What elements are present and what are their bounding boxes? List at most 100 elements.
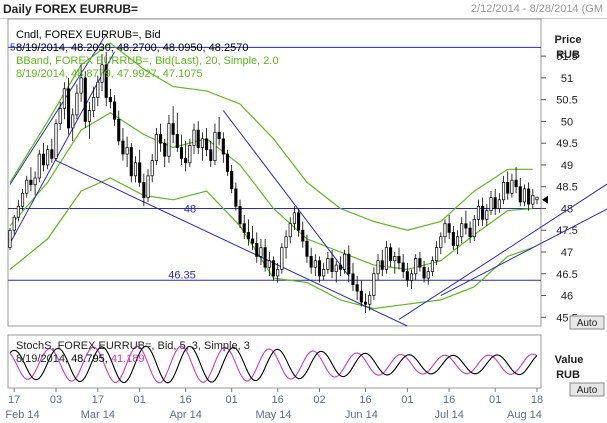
candle-body — [384, 247, 388, 270]
candle-body — [518, 186, 522, 203]
x-month-label: Apr 14 — [169, 409, 201, 421]
candle-body — [485, 210, 489, 220]
candle-body — [372, 273, 376, 296]
candle-body — [464, 223, 468, 229]
candle-body — [92, 97, 96, 111]
price-tick-label: 46 — [561, 291, 573, 303]
stoch-legend-line: 8/19/2014, 48.795, 41.189 — [16, 353, 144, 365]
candle-body — [489, 197, 493, 211]
trendline-4 — [398, 183, 607, 320]
candle-body — [405, 271, 409, 281]
candle-body — [401, 262, 405, 272]
candle-body — [284, 236, 288, 248]
candle-body — [234, 188, 238, 207]
stoch-axis-title: Value — [555, 354, 584, 366]
candle-body — [292, 212, 296, 225]
candle-body — [125, 147, 129, 155]
candle-body — [271, 260, 276, 277]
candle-body — [397, 256, 401, 264]
candle-body — [221, 138, 225, 155]
x-tick-label: 16 — [443, 394, 455, 406]
price-panel-frame — [7, 18, 542, 327]
price-legend-line: 8/19/2014, 48.2030, 48.2700, 48.0950, 48… — [16, 42, 248, 54]
horizontal-line-label: 5 — [10, 42, 16, 53]
candle-body — [514, 179, 518, 188]
candle-body — [527, 188, 531, 205]
candle-body — [359, 290, 363, 303]
candle-body — [522, 188, 527, 203]
candle-body — [443, 223, 447, 238]
price-legend-line: 8/19/2014, 48.8779, 47.9927, 47.1075 — [16, 68, 203, 80]
candle-body — [368, 295, 372, 305]
price-tick-label: 47.5 — [556, 225, 577, 237]
trendline-5 — [440, 208, 607, 296]
price-auto-button[interactable] — [569, 315, 605, 330]
candle-body — [108, 97, 112, 103]
candle-body — [25, 179, 29, 194]
candle-body — [497, 199, 501, 209]
candle-body — [200, 138, 204, 148]
candle-body — [535, 196, 539, 201]
candle-body — [225, 153, 230, 172]
candle-body — [309, 256, 313, 268]
candle-body — [33, 177, 37, 185]
candle-body — [242, 223, 246, 233]
candle-body — [171, 123, 175, 135]
candle-body — [192, 129, 196, 146]
candle-body — [20, 192, 25, 207]
candle-body — [439, 236, 443, 248]
candle-body — [121, 140, 125, 155]
trendline-2 — [55, 160, 408, 327]
candle-body — [83, 77, 87, 122]
title-bar: Daily FOREX EURRUB= 2/12/2014 - 8/28/201… — [0, 0, 607, 19]
candle-body — [447, 223, 451, 233]
date-range: 2/12/2014 - 8/28/2014 (GM — [470, 3, 603, 15]
candle-body — [79, 77, 83, 94]
candle-body — [154, 134, 158, 161]
candle-body — [205, 138, 209, 151]
candle-body — [255, 242, 259, 257]
candle-body — [267, 260, 271, 268]
x-tick-label: 17 — [8, 394, 20, 406]
price-tick-label: 47 — [561, 247, 573, 259]
candle-body — [100, 64, 104, 83]
candle-body — [142, 182, 146, 198]
candle-body — [175, 134, 179, 148]
candle-body — [117, 118, 121, 142]
bband-middle — [9, 111, 533, 271]
candle-body — [209, 149, 213, 161]
candle-body — [414, 258, 418, 275]
price-axis-title: Price — [555, 34, 582, 46]
candle-body — [351, 273, 355, 285]
candle-body — [58, 108, 62, 124]
price-legend-line: BBand, FOREX EURRUB=, Bid(Last), 20, Sim… — [16, 55, 279, 67]
candle-body — [12, 216, 16, 231]
candle-body — [422, 266, 426, 279]
x-month-label: May 14 — [255, 409, 291, 421]
candle-body — [196, 129, 200, 148]
candle-body — [138, 162, 142, 183]
candle-body — [380, 260, 384, 270]
price-tick-label: 49 — [561, 160, 573, 172]
price-tick-label: 50 — [561, 116, 573, 128]
current-price-marker — [542, 195, 548, 204]
price-tick-label: 51 — [561, 73, 573, 85]
candle-body — [87, 110, 92, 122]
candle-body — [510, 179, 514, 194]
candle-body — [305, 240, 309, 257]
candle-body — [472, 219, 476, 238]
candle-body — [179, 147, 184, 159]
stoch-auto-button[interactable] — [569, 382, 605, 397]
stoch-legend-line: StochS, FOREX EURRUB=, Bid, 5, 3, Simple… — [16, 340, 250, 352]
candle-body — [54, 123, 58, 159]
candle-body — [96, 81, 100, 98]
stoch-legend-value: 48.795, — [71, 353, 111, 365]
candle-body — [326, 258, 330, 270]
price-tick-label: 50.5 — [556, 95, 577, 107]
candle-body — [67, 88, 71, 129]
candle-body — [355, 284, 359, 292]
candle-body — [29, 179, 33, 185]
stoch-k-line — [9, 345, 538, 384]
candle-body — [246, 232, 250, 240]
x-month-label: Feb 14 — [5, 409, 39, 421]
